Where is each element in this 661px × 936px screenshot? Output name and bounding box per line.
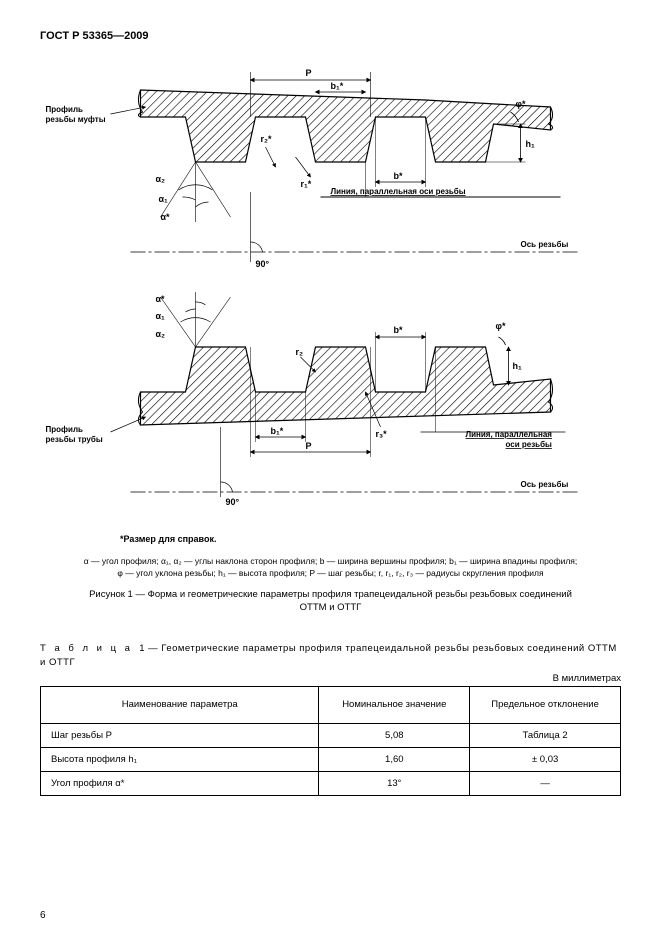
dim-phi-bot: φ* [496, 321, 506, 331]
cell-name: Угол профиля α* [41, 771, 319, 795]
table-caption: Т а б л и ц а 1 — Геометрические парамет… [40, 642, 621, 669]
dim-b-bot: b* [394, 325, 403, 335]
dim-r2-bot: r₂ [296, 347, 304, 357]
cell-tol: ± 0,03 [470, 747, 621, 771]
cell-nominal: 1,60 [319, 747, 470, 771]
label-parallel-top: Линия, параллельная оси резьбы [331, 187, 466, 196]
dim-r2-top: r₂* [261, 134, 273, 144]
col-name: Наименование параметра [41, 686, 319, 723]
dim-a2-top: α₂ [156, 174, 166, 184]
label-axis-top: Ось резьбы [521, 240, 569, 249]
label-profile-top-1: Профиль [46, 105, 84, 114]
cell-nominal: 5,08 [319, 723, 470, 747]
dim-phi-top: φ* [516, 99, 526, 109]
dim-a1-bot: α₁ [156, 311, 166, 321]
dim-p-bot: P [306, 441, 312, 451]
label-parallel-bot-2: оси резьбы [506, 440, 553, 449]
table-row: Высота профиля h₁ 1,60 ± 0,03 [41, 747, 621, 771]
cell-nominal: 13° [319, 771, 470, 795]
dim-90-bot: 90° [226, 497, 240, 507]
dim-a-bot: α* [156, 294, 166, 304]
figure-note: *Размер для справок. [120, 534, 621, 544]
cell-tol: Таблица 2 [470, 723, 621, 747]
dim-h1-bot: h₁ [513, 361, 522, 371]
col-nominal: Номинальное значение [319, 686, 470, 723]
label-axis-bot: Ось резьбы [521, 480, 569, 489]
dim-b1-bot: b₁* [271, 426, 284, 436]
dim-a2-bot: α₂ [156, 329, 166, 339]
dim-h1-top: h₁ [526, 139, 535, 149]
dim-90-top: 90° [256, 259, 270, 269]
dim-a-top: α* [161, 212, 171, 222]
table-row: Шаг резьбы P 5,08 Таблица 2 [41, 723, 621, 747]
label-profile-bot-2: резьбы трубы [46, 435, 103, 444]
table-row: Угол профиля α* 13° — [41, 771, 621, 795]
label-parallel-bot-1: Линия, параллельная [466, 430, 553, 439]
cell-name: Высота профиля h₁ [41, 747, 319, 771]
dim-p: P [306, 68, 312, 78]
col-tolerance: Предельное отклонение [470, 686, 621, 723]
label-profile-bot-1: Профиль [46, 425, 84, 434]
figure-1: P b₁* b* h₁ φ* r₁* [40, 52, 621, 532]
table-header-row: Наименование параметра Номинальное значе… [41, 686, 621, 723]
figure-caption: Рисунок 1 — Форма и геометрические парам… [40, 588, 621, 615]
figure-legend: α — угол профиля; α₁, α₂ — углы наклона … [40, 556, 621, 580]
document-header: ГОСТ Р 53365—2009 [40, 30, 621, 42]
label-profile-top-2: резьбы муфты [46, 115, 106, 124]
page-number: 6 [40, 910, 46, 921]
cell-name: Шаг резьбы P [41, 723, 319, 747]
params-table: Наименование параметра Номинальное значе… [40, 686, 621, 796]
dim-a1-top: α₁ [159, 194, 169, 204]
table-units: В миллиметрах [40, 673, 621, 684]
dim-r1-top: r₁* [301, 179, 312, 189]
dim-b1-top: b₁* [331, 81, 344, 91]
dim-b-top: b* [394, 171, 403, 181]
dim-r3-bot: r₃* [376, 429, 388, 439]
cell-tol: — [470, 771, 621, 795]
